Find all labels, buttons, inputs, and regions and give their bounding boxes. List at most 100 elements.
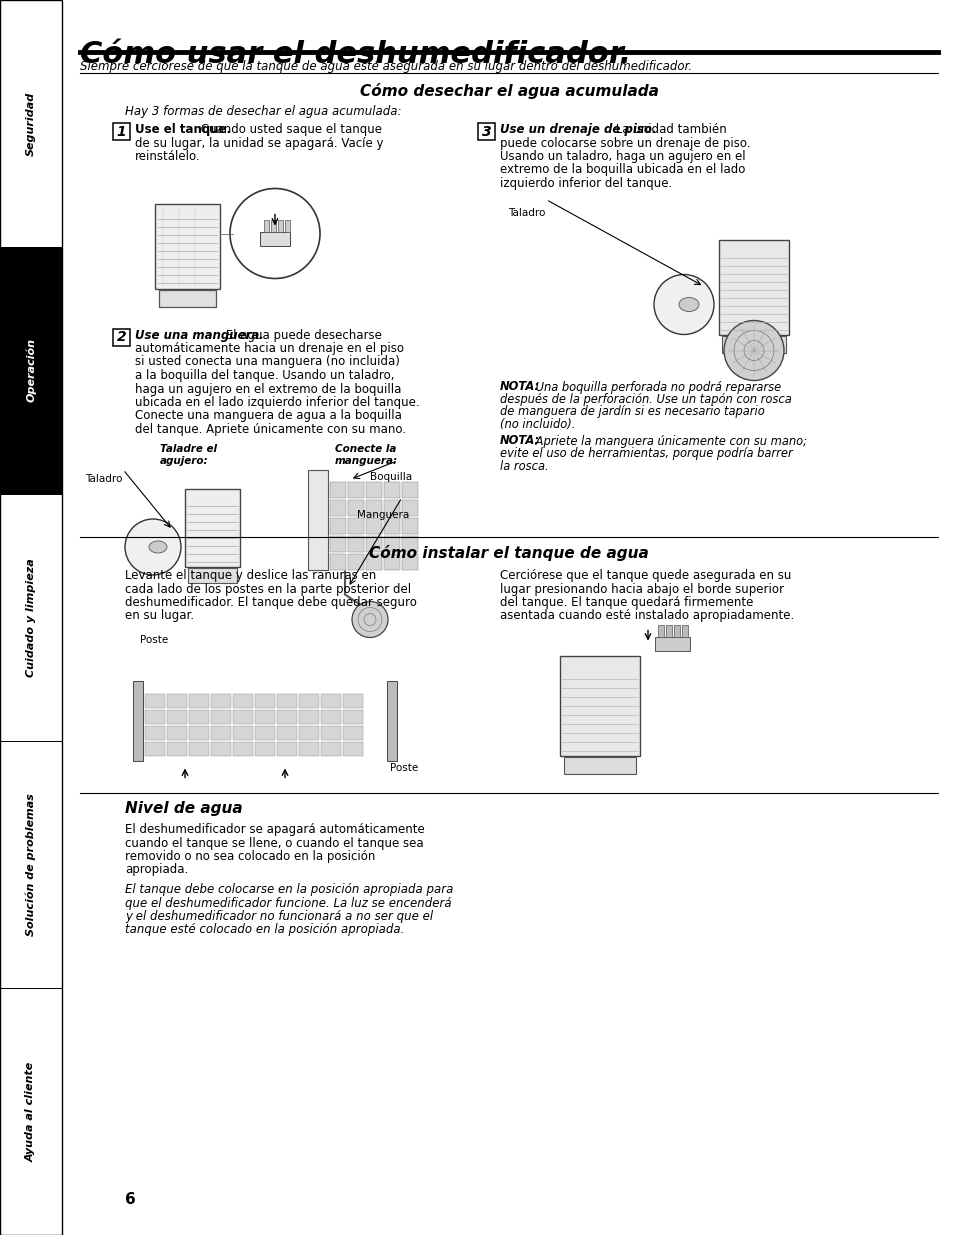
Bar: [401, 482, 417, 498]
Bar: [401, 499, 417, 515]
Bar: [366, 553, 381, 569]
Text: Cuidado y limpieza: Cuidado y limpieza: [26, 558, 36, 677]
Text: Poste: Poste: [140, 635, 168, 645]
FancyBboxPatch shape: [188, 568, 236, 583]
FancyBboxPatch shape: [308, 469, 328, 569]
Bar: [366, 499, 381, 515]
Bar: [260, 231, 290, 246]
Bar: [271, 220, 275, 231]
Bar: [401, 517, 417, 534]
Circle shape: [352, 601, 388, 637]
Bar: [211, 694, 231, 708]
Bar: [211, 709, 231, 724]
Bar: [366, 482, 381, 498]
Bar: [384, 482, 399, 498]
FancyBboxPatch shape: [112, 329, 130, 346]
Text: Taladro: Taladro: [85, 474, 122, 484]
Bar: [298, 709, 318, 724]
Bar: [343, 709, 363, 724]
Bar: [167, 709, 187, 724]
Text: NOTA:: NOTA:: [499, 380, 539, 394]
Text: Nivel de agua: Nivel de agua: [125, 802, 242, 816]
Text: Boquilla: Boquilla: [370, 473, 412, 483]
Bar: [681, 625, 687, 636]
Bar: [320, 741, 340, 756]
Text: Ayuda al cliente: Ayuda al cliente: [26, 1061, 36, 1162]
Bar: [384, 517, 399, 534]
Bar: [343, 725, 363, 740]
Text: Taladre el
agujero:: Taladre el agujero:: [160, 445, 216, 466]
Text: evite el uso de herramientas, porque podría barrer: evite el uso de herramientas, porque pod…: [499, 447, 792, 459]
Bar: [189, 741, 209, 756]
Text: El tanque debe colocarse en la posición apropiada para: El tanque debe colocarse en la posición …: [125, 883, 453, 897]
Text: El agua puede desecharse: El agua puede desecharse: [222, 329, 381, 342]
Text: extremo de la boquilla ubicada en el lado: extremo de la boquilla ubicada en el lad…: [499, 163, 744, 177]
Bar: [343, 741, 363, 756]
Bar: [348, 499, 364, 515]
Text: tanque esté colocado en la posición apropiada.: tanque esté colocado en la posición apro…: [125, 924, 404, 936]
FancyBboxPatch shape: [719, 240, 788, 335]
Text: automáticamente hacia un drenaje en el piso: automáticamente hacia un drenaje en el p…: [135, 342, 403, 354]
Bar: [132, 680, 143, 761]
Text: Use una manguera.: Use una manguera.: [135, 329, 263, 342]
Bar: [330, 499, 346, 515]
FancyBboxPatch shape: [559, 656, 639, 756]
Bar: [211, 725, 231, 740]
Bar: [330, 536, 346, 552]
Bar: [384, 499, 399, 515]
Text: Siempre cerciórese de que la tanque de agua esté asegurada en su lugar dentro de: Siempre cerciórese de que la tanque de a…: [80, 61, 691, 73]
Text: y el deshumedificador no funcionará a no ser que el: y el deshumedificador no funcionará a no…: [125, 910, 433, 923]
Bar: [233, 709, 253, 724]
Text: después de la perforación. Use un tapón con rosca: después de la perforación. Use un tapón …: [499, 393, 791, 406]
Bar: [145, 694, 165, 708]
Text: izquierdo inferior del tanque.: izquierdo inferior del tanque.: [499, 177, 672, 190]
FancyBboxPatch shape: [112, 124, 130, 140]
Ellipse shape: [679, 298, 699, 311]
Bar: [387, 680, 396, 761]
Text: asentada cuando esté instalado apropiadamente.: asentada cuando esté instalado apropiada…: [499, 610, 794, 622]
Bar: [264, 220, 269, 231]
Bar: [348, 482, 364, 498]
Bar: [145, 741, 165, 756]
Bar: [320, 694, 340, 708]
Text: Conecte una manguera de agua a la boquilla: Conecte una manguera de agua a la boquil…: [135, 410, 401, 422]
Text: puede colocarse sobre un drenaje de piso.: puede colocarse sobre un drenaje de piso…: [499, 137, 750, 149]
Ellipse shape: [149, 541, 167, 553]
Text: Use el tanque.: Use el tanque.: [135, 124, 231, 136]
Bar: [320, 709, 340, 724]
Text: reinstálelo.: reinstálelo.: [135, 149, 200, 163]
Text: 6: 6: [125, 1192, 135, 1207]
Text: Operación: Operación: [26, 338, 36, 403]
Text: deshumedificador. El tanque debe quedar seguro: deshumedificador. El tanque debe quedar …: [125, 597, 416, 609]
Bar: [0, 0, 62, 1235]
Bar: [348, 553, 364, 569]
Circle shape: [723, 321, 783, 380]
Bar: [298, 741, 318, 756]
Text: apropiada.: apropiada.: [125, 863, 188, 877]
Bar: [343, 694, 363, 708]
Circle shape: [125, 519, 181, 576]
Bar: [254, 709, 274, 724]
Text: Cuando usted saque el tanque: Cuando usted saque el tanque: [196, 124, 381, 136]
Bar: [189, 694, 209, 708]
Bar: [0, 247, 62, 494]
Bar: [384, 553, 399, 569]
Text: 1: 1: [116, 125, 126, 138]
Bar: [348, 536, 364, 552]
Text: Conecte la
manguera:: Conecte la manguera:: [335, 445, 397, 466]
Bar: [254, 725, 274, 740]
FancyBboxPatch shape: [154, 204, 220, 289]
Text: Cerciórese que el tanque quede asegurada en su: Cerciórese que el tanque quede asegurada…: [499, 569, 791, 582]
Text: que el deshumedificador funcione. La luz se encenderá: que el deshumedificador funcione. La luz…: [125, 897, 451, 909]
Bar: [254, 694, 274, 708]
Text: Levante el tanque y deslice las ranuras en: Levante el tanque y deslice las ranuras …: [125, 569, 375, 582]
FancyBboxPatch shape: [721, 336, 785, 352]
Text: lugar presionando hacia abajo el borde superior: lugar presionando hacia abajo el borde s…: [499, 583, 783, 595]
Circle shape: [654, 274, 713, 335]
Text: NOTA:: NOTA:: [499, 435, 539, 447]
Text: en su lugar.: en su lugar.: [125, 610, 193, 622]
Bar: [145, 725, 165, 740]
Bar: [276, 694, 296, 708]
FancyBboxPatch shape: [159, 289, 215, 306]
Text: a la boquilla del tanque. Usando un taladro,: a la boquilla del tanque. Usando un tala…: [135, 369, 395, 382]
